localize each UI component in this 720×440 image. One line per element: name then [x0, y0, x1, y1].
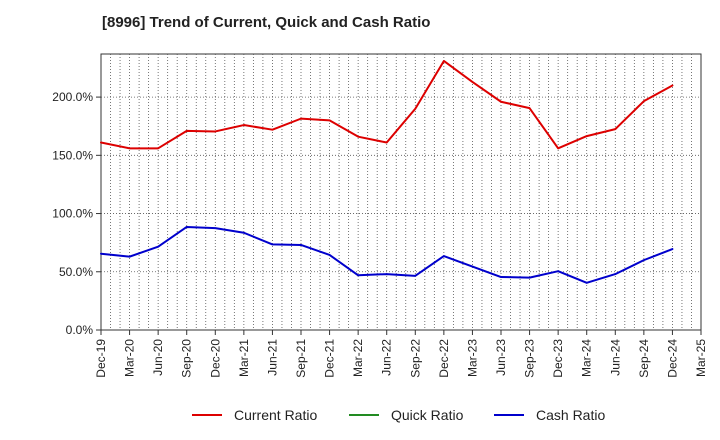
x-tick-label: Dec-23: [551, 339, 565, 378]
y-tick-label: 100.0%: [52, 207, 93, 221]
grid: [101, 54, 701, 330]
x-tick-label: Jun-20: [151, 339, 165, 376]
legend-swatch-quick-ratio: [349, 414, 379, 416]
x-tick-label: Mar-25: [694, 339, 708, 377]
y-tick-label: 200.0%: [52, 90, 93, 104]
y-axis: 0.0% 50.0% 100.0% 150.0% 200.0%: [52, 90, 101, 337]
legend: Current Ratio Quick Ratio Cash Ratio: [0, 404, 720, 426]
x-tick-label: Sep-22: [408, 339, 422, 378]
series-layer: [100, 59, 674, 284]
x-tick-label: Dec-22: [437, 339, 451, 378]
x-tick-label: Mar-23: [465, 339, 479, 377]
legend-label-cash-ratio: Cash Ratio: [536, 407, 606, 423]
series-line-cash-ratio: [100, 225, 674, 284]
x-tick-label: Mar-20: [123, 339, 137, 377]
legend-item-cash-ratio: Cash Ratio: [494, 404, 605, 426]
y-tick-label: 0.0%: [66, 323, 94, 337]
legend-label-quick-ratio: Quick Ratio: [391, 407, 464, 423]
chart-title: [8996] Trend of Current, Quick and Cash …: [102, 14, 431, 31]
x-tick-label: Jun-23: [494, 339, 508, 376]
x-tick-label: Mar-24: [580, 339, 594, 377]
legend-label-current-ratio: Current Ratio: [234, 407, 318, 423]
x-tick-label: Dec-20: [208, 339, 222, 378]
x-tick-label: Mar-21: [237, 339, 251, 377]
legend-item-quick-ratio: Quick Ratio: [349, 404, 463, 426]
x-tick-label: Jun-21: [265, 339, 279, 376]
legend-swatch-cash-ratio: [494, 414, 524, 416]
x-tick-label: Dec-19: [94, 339, 108, 378]
x-tick-label: Sep-21: [294, 339, 308, 378]
x-axis: Dec-19 Mar-20 Jun-20 Sep-20 Dec-20 Mar-21 Jun-…: [94, 330, 708, 378]
x-tick-label: Dec-21: [323, 339, 337, 378]
x-tick-label: Sep-20: [180, 339, 194, 378]
x-tick-label: Sep-24: [637, 339, 651, 378]
legend-item-current-ratio: Current Ratio: [192, 404, 317, 426]
x-tick-label: Jun-24: [608, 339, 622, 376]
x-tick-label: Sep-23: [523, 339, 537, 378]
y-tick-label: 150.0%: [52, 148, 93, 162]
plot-frame: [100, 53, 702, 331]
x-tick-label: Dec-24: [665, 339, 679, 378]
series-line-current-ratio: [100, 59, 674, 150]
x-tick-label: Mar-22: [351, 339, 365, 377]
y-tick-label: 50.0%: [59, 265, 93, 279]
legend-swatch-current-ratio: [192, 414, 222, 416]
x-tick-label: Jun-22: [380, 339, 394, 376]
